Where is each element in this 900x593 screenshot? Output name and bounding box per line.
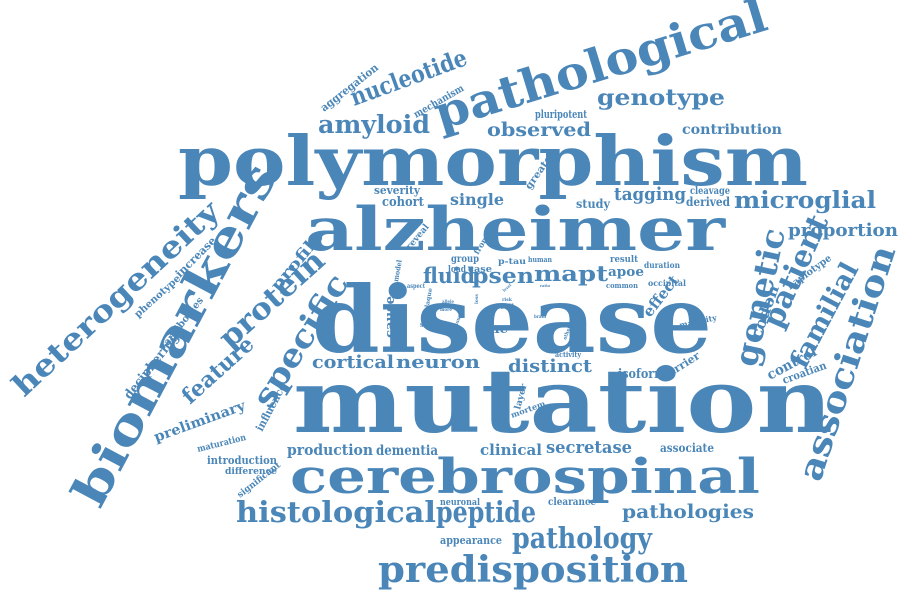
word-neuronal: neuronal (440, 498, 481, 508)
word-mapt: mapt (534, 261, 608, 286)
word-proportion: proportion (788, 220, 898, 241)
word-associate: associate (660, 441, 714, 455)
word-duration: duration (644, 260, 680, 270)
word-dementia: dementia (376, 443, 438, 459)
word-derived: derived (686, 195, 731, 209)
word-predisposition: predisposition (378, 549, 688, 591)
word-cleavage: cleavage (690, 186, 730, 197)
word-genotype: genotype (597, 85, 725, 111)
word-contribution: contribution (682, 122, 782, 138)
word-model: model (391, 259, 404, 283)
word-neuron: neuron (396, 352, 480, 373)
word-peptide: peptide (436, 495, 536, 529)
word-brain: brain (534, 314, 546, 320)
word-other: other (562, 325, 573, 341)
word-pathologies: pathologies (622, 501, 754, 523)
word-cohort: cohort (382, 195, 424, 210)
word-amyloid: amyloid (318, 110, 430, 139)
word-status: status (420, 320, 440, 329)
word-pluripotent: pluripotent (535, 108, 588, 121)
word-allele: allele (442, 299, 454, 305)
word-disease: disease (312, 266, 712, 374)
word-clinical: clinical (480, 441, 542, 459)
word-difference: difference (225, 467, 277, 477)
word-cause: cause (383, 296, 398, 338)
word-cell: cell (500, 302, 514, 311)
word-maturation: maturation (196, 433, 247, 455)
word-histological: histological (236, 495, 436, 529)
word-severity: severity (374, 184, 421, 197)
word-polymorphism: polymorphism (178, 122, 808, 202)
word-ratio: ratio (540, 283, 550, 288)
word-result: result (610, 255, 639, 265)
word-tagging: tagging (614, 184, 686, 205)
word-microglial: microglial (734, 187, 876, 214)
word-more: more (440, 307, 452, 313)
word-psen: psen (472, 263, 534, 288)
word-aspect: aspect (407, 283, 425, 290)
word-isoform: isoform (618, 367, 666, 382)
word-secretase: secretase (546, 438, 632, 458)
word-fluid: fluid (423, 263, 475, 288)
word-human: human (528, 255, 552, 264)
word-level: level (501, 282, 512, 293)
word-pathology: pathology (512, 521, 653, 555)
word-alzheimer: alzheimer (305, 195, 727, 265)
word-occipital: occipital (648, 278, 686, 288)
word-plaque: plaque (423, 287, 434, 312)
word-common: common (606, 281, 638, 290)
word-study: study (576, 197, 611, 211)
word-cerebrospinal: cerebrospinal (290, 449, 760, 505)
word-case: case (468, 265, 492, 275)
word-activity: activity (555, 350, 582, 359)
word-pathological: pathological (427, 0, 773, 141)
word-appearance: appearance (440, 534, 502, 547)
word-line: line (480, 321, 508, 337)
word-clearance: clearance (548, 497, 596, 508)
word-distinct: distinct (508, 356, 593, 377)
word-tissue: tissue (452, 314, 463, 331)
word-observed: observed (487, 119, 591, 141)
word-group: group (451, 254, 479, 265)
word-production: production (287, 441, 373, 459)
word-introduction: introduction (207, 454, 277, 467)
word-loss: loss (474, 294, 480, 304)
word-risk: risk (502, 297, 512, 303)
word-single: single (450, 190, 504, 209)
word-load: load (448, 265, 467, 275)
word-apoe: apoe (608, 265, 644, 280)
word-mutation: mutation (293, 349, 833, 453)
word-cortical: cortical (312, 352, 394, 373)
word-p-tau: p-tau (498, 256, 526, 266)
